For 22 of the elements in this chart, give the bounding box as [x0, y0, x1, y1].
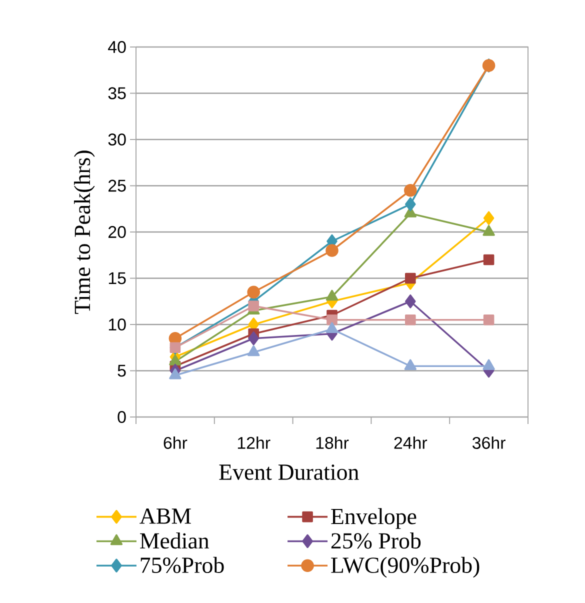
legend-label: 75%Prob: [140, 556, 224, 574]
y-tick-label: 40: [108, 41, 126, 53]
y-tick-label: 30: [108, 134, 126, 146]
x-tick-label: 12hr: [238, 436, 270, 449]
y-tick-label: 5: [118, 364, 126, 377]
legend-label: LWC(90%Prob): [331, 556, 480, 578]
legend-label: Envelope: [331, 508, 416, 529]
y-tick-label: 25: [108, 180, 126, 192]
x-tick-label: 6hr: [164, 436, 188, 449]
legend-label: Median: [140, 532, 210, 549]
x-tick-label: 36hr: [472, 436, 506, 449]
y-tick-label: 10: [108, 318, 126, 330]
y-tick-label: 15: [108, 272, 126, 284]
x-tick-label: 24hr: [394, 436, 428, 449]
y-tick-label: 0: [118, 411, 126, 423]
y-axis-title: Time to Peak(hrs): [74, 150, 95, 314]
legend-label: ABM: [140, 508, 191, 524]
x-tick-label: 18hr: [316, 436, 349, 449]
x-axis-title: Event Duration: [219, 464, 359, 480]
y-tick-label: 35: [108, 87, 126, 100]
y-tick-label: 20: [108, 226, 126, 238]
legend-label: 25% Prob: [331, 532, 421, 549]
